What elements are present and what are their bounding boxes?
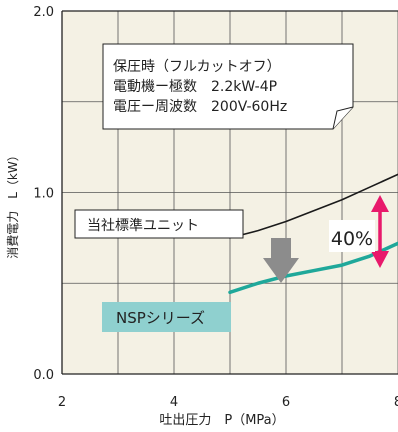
x-axis-label: 吐出圧力 P（MPa） (159, 413, 284, 428)
reduction-label: 40% (331, 228, 373, 250)
y-tick-label: 1.0 (33, 187, 54, 202)
conditions-line-3: 電圧ー周波数 200V-60Hz (113, 99, 287, 115)
y-tick-label: 0.0 (33, 368, 54, 383)
y-axis-label: 消費電力 L（kW） (5, 149, 20, 259)
x-tick-label: 6 (282, 395, 290, 410)
y-tick-label: 2.0 (33, 5, 54, 20)
x-tick-label: 4 (170, 395, 178, 410)
x-tick-label: 2 (58, 395, 66, 410)
y-tick-labels: 0.0 1.0 2.0 (33, 5, 54, 383)
conditions-line-2: 電動機ー極数 2.2kW-4P (113, 79, 277, 95)
standard-unit-label: 当社標準ユニット (87, 218, 199, 234)
x-tick-labels: 2 4 6 8 (58, 395, 398, 410)
x-tick-label: 8 (394, 395, 398, 410)
conditions-line-1: 保圧時（フルカットオフ） (113, 59, 281, 75)
nsp-series-label: NSPシリーズ (116, 309, 205, 327)
